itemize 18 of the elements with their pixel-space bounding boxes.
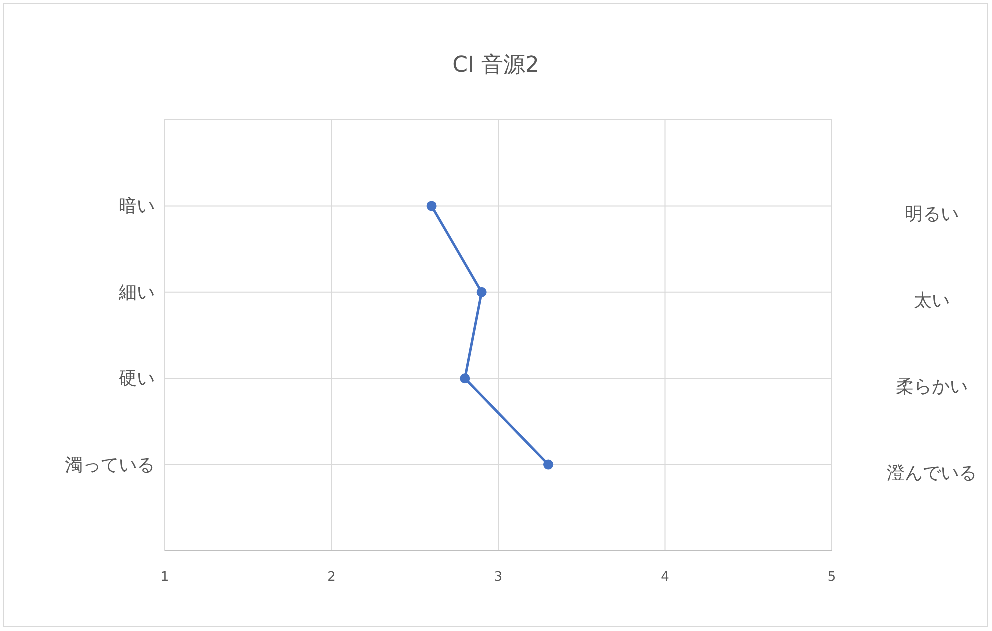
point (476, 287, 487, 298)
y-tick-label: 暗い (119, 196, 155, 218)
point (544, 460, 554, 470)
chart-title: CI 音源2 (452, 53, 540, 78)
x-tick-label: 1 (160, 570, 170, 585)
x-tick-label: 3 (494, 570, 503, 585)
x-tick-label: 5 (828, 570, 836, 585)
y2-tick-label: 澄んでいる (887, 462, 977, 484)
y2-tick-label: 太い (914, 290, 950, 312)
y2-tick-label: 明るい (905, 204, 959, 226)
y-tick-label: 硬い (119, 368, 155, 390)
point (426, 201, 437, 212)
y-tick-label: 濁っている (65, 454, 155, 476)
x-tick-label: 2 (328, 570, 336, 585)
y-tick-label: 細い (118, 282, 155, 304)
x-tick-label: 4 (661, 570, 670, 585)
y2-tick-label: 柔らかい (896, 376, 968, 398)
point (460, 374, 470, 384)
